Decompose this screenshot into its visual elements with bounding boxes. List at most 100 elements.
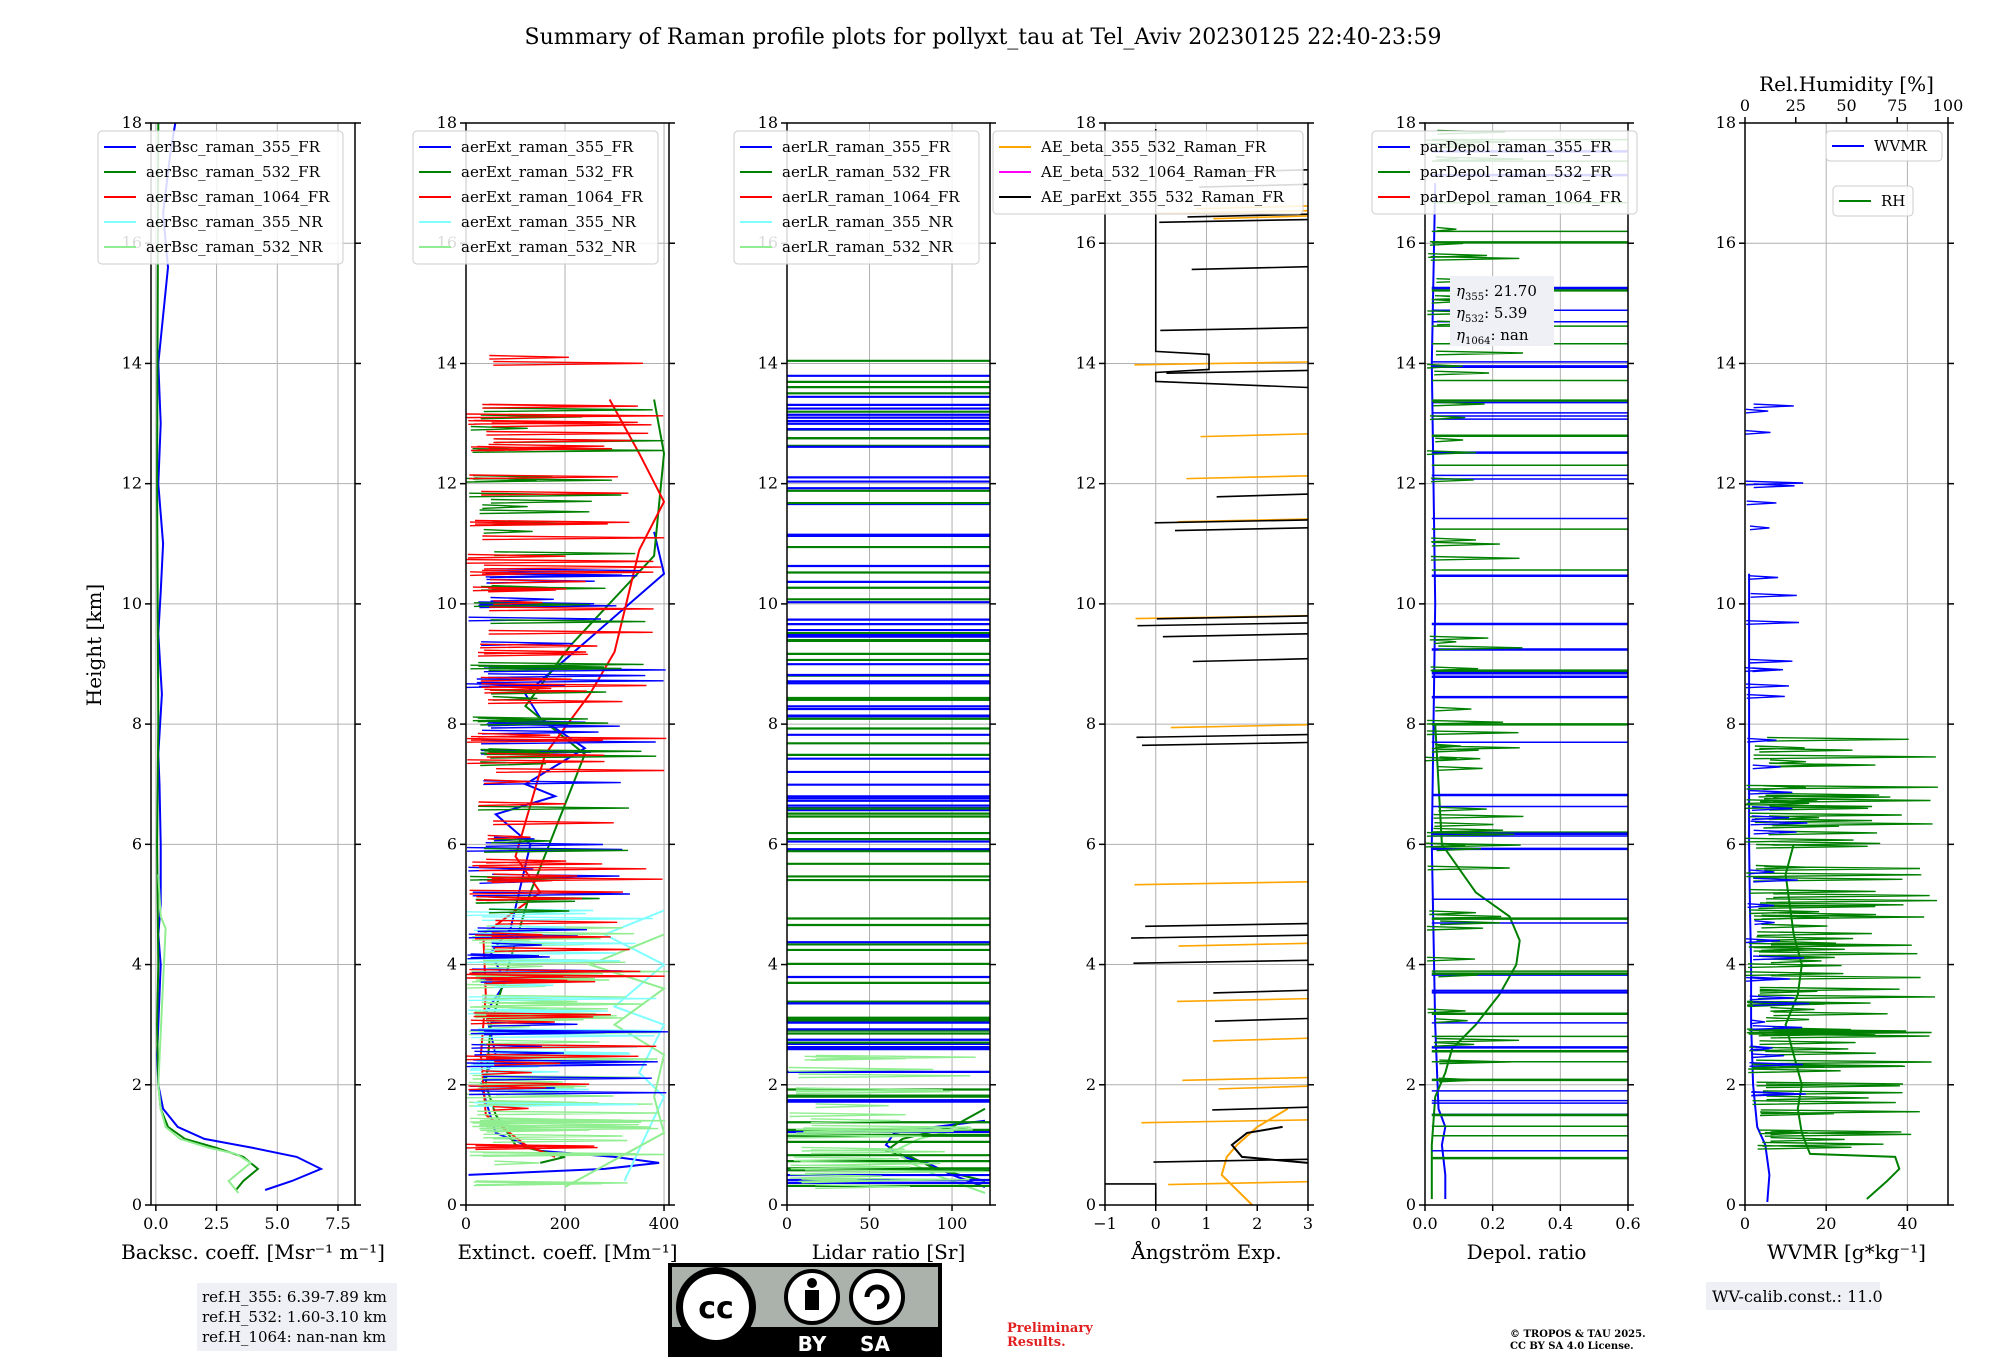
legend-label: aerBsc_raman_532_FR (146, 163, 321, 181)
y-tick-label: 0 (132, 1195, 142, 1214)
x-tick-label: −1 (1093, 1214, 1117, 1233)
spike-path (466, 908, 661, 1107)
spike-series (1745, 403, 1810, 1097)
y-tick-label: 4 (768, 955, 778, 974)
ae-segment (1154, 519, 1308, 524)
top-tick-label: 0 (1740, 96, 1750, 115)
y-tick-label: 0 (1086, 1195, 1096, 1214)
eta-box: η355: 21.70 η532: 5.39 η1064: nan (1450, 276, 1554, 347)
spike-path (466, 354, 667, 1151)
legend-box (1371, 130, 1638, 215)
ae-segment (1174, 526, 1308, 532)
x-axis-label: WVMR [g*kg⁻¹] (1767, 1240, 1926, 1264)
ae-segment (1137, 622, 1308, 627)
cc-text: cc (698, 1291, 734, 1326)
legend-label: aerBsc_raman_355_NR (146, 213, 323, 231)
y-tick-label: 12 (1716, 474, 1736, 493)
series-WVMR (1748, 573, 1771, 1203)
copyright-line-1: © TROPOS & TAU 2025. (1510, 1329, 1646, 1340)
y-tick-label: 10 (1076, 594, 1096, 613)
cc-by-sa-badge: cc BY SA (668, 1263, 942, 1357)
ae-segment (1214, 1017, 1308, 1023)
legend-label: aerBsc_raman_1064_FR (146, 188, 330, 206)
panel-2: 0246810121416180200400Extinct. coeff. [M… (412, 113, 679, 1264)
y-tick-label: 8 (768, 714, 778, 733)
y-tick-label: 6 (447, 834, 457, 853)
x-tick-label: 200 (550, 1214, 581, 1233)
legend-label: parDepol_raman_1064_FR (1420, 188, 1622, 206)
ae-segment (1142, 741, 1308, 747)
legend-label: aerExt_raman_355_NR (461, 213, 637, 231)
ae-segment (1141, 1119, 1308, 1124)
ae-segment (1170, 723, 1308, 729)
y-tick-label: 2 (1406, 1075, 1416, 1094)
ae-segment (1166, 369, 1308, 375)
panel-frame (1424, 122, 1629, 1206)
y-tick-label: 16 (1716, 233, 1736, 252)
y-tick-label: 2 (1086, 1075, 1096, 1094)
legend-label: RH (1881, 192, 1905, 210)
y-tick-label: 6 (768, 834, 778, 853)
top-tick-label: 25 (1786, 96, 1806, 115)
spike-series (1745, 736, 1938, 1150)
ae-segment (1213, 989, 1308, 994)
spike-path (787, 1054, 985, 1190)
legend-label: aerLR_raman_532_FR (782, 163, 951, 181)
ae-segment (1218, 1085, 1308, 1090)
series-AE_beta_355_532_Raman_FR (1220, 1107, 1289, 1205)
y-tick-label: 2 (768, 1075, 778, 1094)
legend-label: parDepol_raman_532_FR (1420, 163, 1613, 181)
y-tick-label: 14 (122, 353, 142, 372)
ae-segment (1159, 218, 1308, 224)
ae-segment (1134, 881, 1308, 886)
top-axis-label: Rel.Humidity [%] (1759, 72, 1934, 96)
figure-title: Summary of Raman profile plots for polly… (525, 25, 1442, 50)
ae-segment (1213, 215, 1308, 220)
ae-segment (1136, 733, 1308, 739)
legend-label: aerLR_raman_532_NR (782, 238, 953, 256)
ae-segment (1160, 326, 1308, 332)
top-tick-label: 100 (1933, 96, 1964, 115)
sa-label: SA (860, 1332, 890, 1356)
legend: aerLR_raman_355_FR aerLR_raman_532_FR aerL… (733, 130, 980, 265)
y-tick-label: 12 (758, 474, 778, 493)
legend-label: aerLR_raman_355_FR (782, 138, 951, 156)
legend-label: AE_beta_355_532_Raman_FR (1040, 138, 1267, 156)
ae-segment (1212, 1037, 1308, 1042)
ae-segment (1162, 633, 1308, 638)
x-tick-label: 1 (1201, 1214, 1211, 1233)
y-tick-label: 6 (1406, 834, 1416, 853)
ref-heights-background (197, 1283, 397, 1351)
x-tick-label: 0 (782, 1214, 792, 1233)
y-axis-label: Height [km] (82, 584, 106, 706)
legend: AE_beta_355_532_Raman_FR AE_beta_532_1064… (992, 130, 1304, 215)
y-tick-label: 12 (122, 474, 142, 493)
wv-calib-text: WV-calib.const.: 11.0 (1712, 1287, 1883, 1306)
ae-black-base (1105, 1183, 1157, 1205)
legend-label: aerExt_raman_1064_FR (461, 188, 643, 206)
x-tick-label: 0.0 (1412, 1214, 1437, 1233)
y-tick-label: 18 (1716, 113, 1736, 132)
y-tick-label: 0 (1726, 1195, 1736, 1214)
y-tick-label: 0 (1406, 1195, 1416, 1214)
y-tick-label: 16 (1396, 233, 1416, 252)
panel-2-data (466, 354, 669, 1188)
wv-calib-background (1706, 1282, 1880, 1310)
panel-1-data (156, 123, 324, 1194)
legend-label: aerExt_raman_532_NR (461, 238, 637, 256)
panel-frame (465, 122, 670, 1206)
x-tick-label: 100 (937, 1214, 968, 1233)
y-tick-label: 8 (447, 714, 457, 733)
x-axis-label: Extinct. coeff. [Mm⁻¹] (457, 1240, 677, 1264)
series-aerBsc_raman_532_NR (157, 874, 253, 1194)
x-tick-label: 0 (1740, 1214, 1750, 1233)
legend-label: aerExt_raman_532_FR (461, 163, 634, 181)
y-tick-label: 4 (447, 955, 457, 974)
sa-arrow-icon (849, 1269, 905, 1325)
ref-heights-box: ref.H_355: 6.39-7.89 km ref.H_532: 1.60-… (197, 1283, 397, 1351)
ae-segment (1178, 942, 1308, 947)
y-tick-label: 18 (437, 113, 457, 132)
preliminary-text-1: Preliminary (1007, 1321, 1093, 1336)
